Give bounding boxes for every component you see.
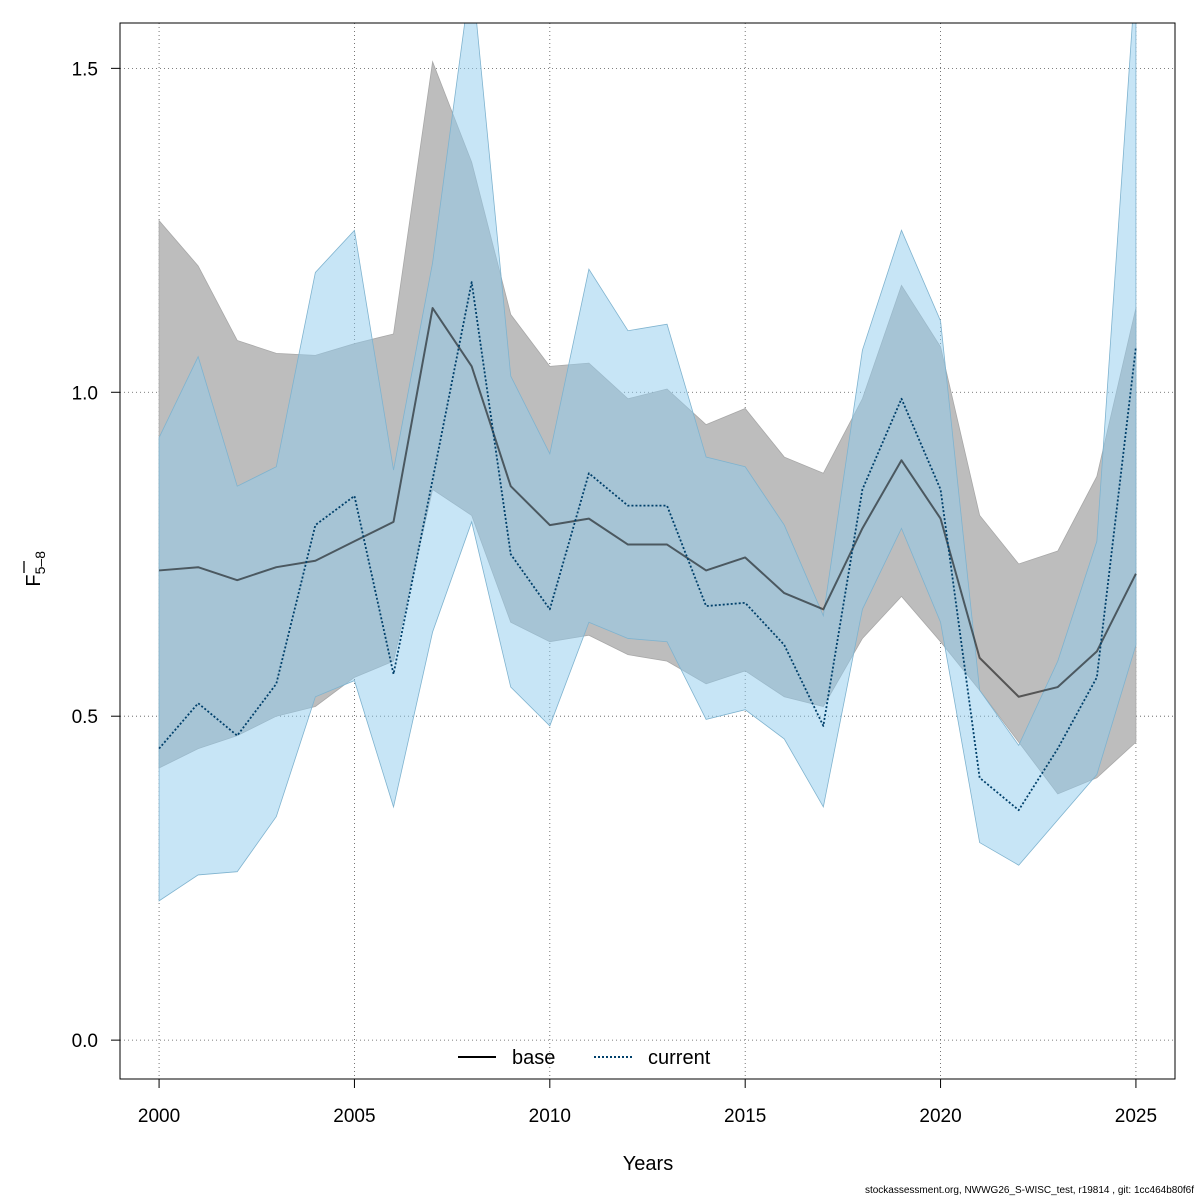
band-current (158, 23, 1137, 902)
line-current (158, 281, 1137, 812)
y-tick-label: 0.5 (72, 707, 98, 728)
y-axis: 0.0 0.5 1.0 1.5 (72, 59, 120, 1052)
y-tick-label: 1.5 (72, 59, 98, 80)
y-axis-title-main: F (23, 574, 45, 586)
confidence-bands (158, 23, 1137, 902)
line-base (158, 307, 1137, 698)
y-axis-title-subscript: 5–8 (32, 551, 48, 575)
x-axis-title: Years (623, 1153, 673, 1175)
y-axis-title: F5–8 (23, 551, 48, 587)
svg-text:F5–8: F5–8 (23, 551, 48, 587)
x-tick-label: 2015 (724, 1106, 766, 1127)
x-tick-label: 2010 (529, 1106, 571, 1127)
y-tick-label: 1.0 (72, 383, 98, 404)
x-tick-label: 2005 (333, 1106, 375, 1127)
legend: base current (458, 1047, 711, 1069)
legend-label-current: current (648, 1047, 711, 1069)
x-axis: 2000 2005 2010 2015 2020 2025 (138, 1079, 1157, 1127)
legend-label-base: base (512, 1047, 555, 1069)
plot-frame (119, 22, 1176, 1080)
y-tick-label: 0.0 (72, 1031, 98, 1052)
footer-credit: stockassessment.org, NWWG26_S-WISC_test,… (864, 1185, 1194, 1196)
x-tick-label: 2020 (919, 1106, 961, 1127)
x-tick-label: 2025 (1115, 1106, 1157, 1127)
x-tick-label: 2000 (138, 1106, 180, 1127)
series-lines (158, 281, 1137, 812)
